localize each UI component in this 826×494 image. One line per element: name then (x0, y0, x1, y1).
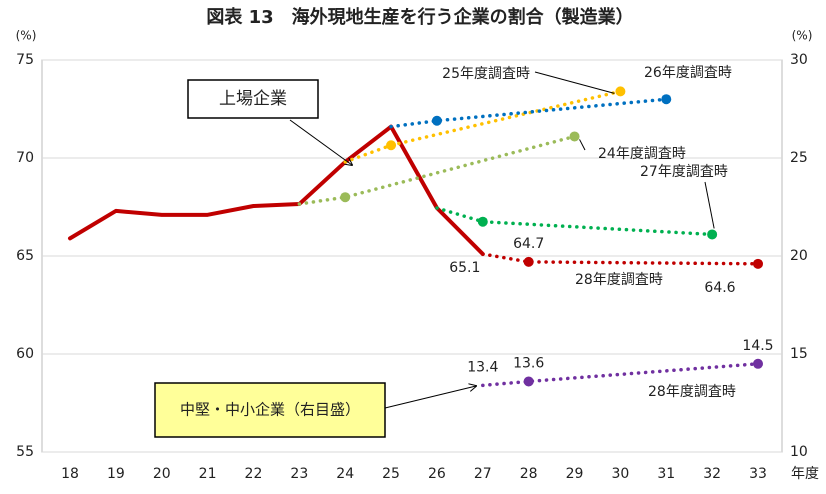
x-tick-label: 31 (657, 466, 675, 482)
series-label: 26年度調査時 (644, 65, 732, 81)
y-tick-label: 55 (16, 444, 34, 460)
point (477, 216, 488, 227)
x-tick-label: 33 (749, 466, 767, 482)
y-tick-label: 65 (16, 248, 34, 264)
y-tick-label: 70 (16, 150, 34, 166)
x-tick-label: 25 (382, 466, 400, 482)
series-label: 中堅・中小企業（右目盛） (180, 401, 360, 419)
point (615, 86, 626, 97)
series-line (68, 124, 485, 257)
series-label: 上場企業 (219, 89, 287, 109)
y-tick-label: 75 (16, 52, 34, 68)
series-line (481, 362, 760, 388)
series-line (343, 89, 623, 164)
y2-tick-label: 15 (790, 346, 808, 362)
series-line (435, 206, 714, 237)
x-axis-label: 年度 (791, 466, 819, 482)
point (431, 115, 442, 126)
series-label: 25年度調査時 (442, 66, 530, 82)
point (753, 358, 763, 369)
x-tick-label: 27 (474, 466, 492, 482)
y2-tick-label: 10 (790, 444, 808, 460)
point (340, 192, 351, 203)
point (707, 229, 718, 240)
data-label: 13.6 (513, 355, 544, 371)
x-tick-label: 29 (566, 466, 584, 482)
x-tick-label: 18 (61, 466, 79, 482)
y-unit: (%) (16, 29, 37, 43)
leader-line (579, 139, 586, 151)
series-line (297, 134, 577, 206)
x-tick-label: 32 (703, 466, 721, 482)
leader-line (534, 71, 615, 94)
x-tick-label: 21 (199, 466, 217, 482)
point (569, 131, 580, 142)
series-label: 27年度調査時 (640, 164, 728, 180)
point (386, 140, 397, 151)
label-box (187, 79, 319, 119)
x-tick-label: 26 (428, 466, 446, 482)
series-line (389, 97, 669, 129)
x-tick-label: 30 (611, 466, 629, 482)
data-label: 14.5 (742, 338, 773, 354)
point (661, 94, 672, 105)
series-label: 28年度調査時 (575, 272, 663, 288)
point (753, 258, 763, 269)
point (523, 256, 534, 267)
annotation: 28年度調査時 (648, 384, 736, 400)
data-label: 64.6 (704, 280, 735, 296)
y2-unit: (%) (792, 29, 813, 43)
data-label: 13.4 (467, 359, 498, 375)
series-line (481, 252, 760, 266)
data-label: 65.1 (449, 260, 480, 276)
y2-tick-label: 25 (790, 150, 808, 166)
leader-line (704, 181, 715, 229)
x-tick-label: 24 (336, 466, 354, 482)
point (523, 376, 534, 387)
x-tick-label: 28 (520, 466, 538, 482)
label-box (154, 382, 386, 438)
arrow (384, 386, 476, 409)
data-label: 64.7 (513, 236, 544, 252)
chart-title: 図表 13 海外現地生産を行う企業の割合（製造業） (206, 6, 633, 28)
x-tick-label: 23 (290, 466, 308, 482)
y-tick-label: 60 (16, 346, 34, 362)
y2-tick-label: 20 (790, 248, 808, 264)
y2-tick-label: 30 (790, 52, 808, 68)
x-tick-label: 19 (107, 466, 125, 482)
series-label: 24年度調査時 (598, 146, 686, 162)
x-tick-label: 20 (153, 466, 171, 482)
arrow (289, 119, 352, 165)
x-tick-label: 22 (245, 466, 263, 482)
